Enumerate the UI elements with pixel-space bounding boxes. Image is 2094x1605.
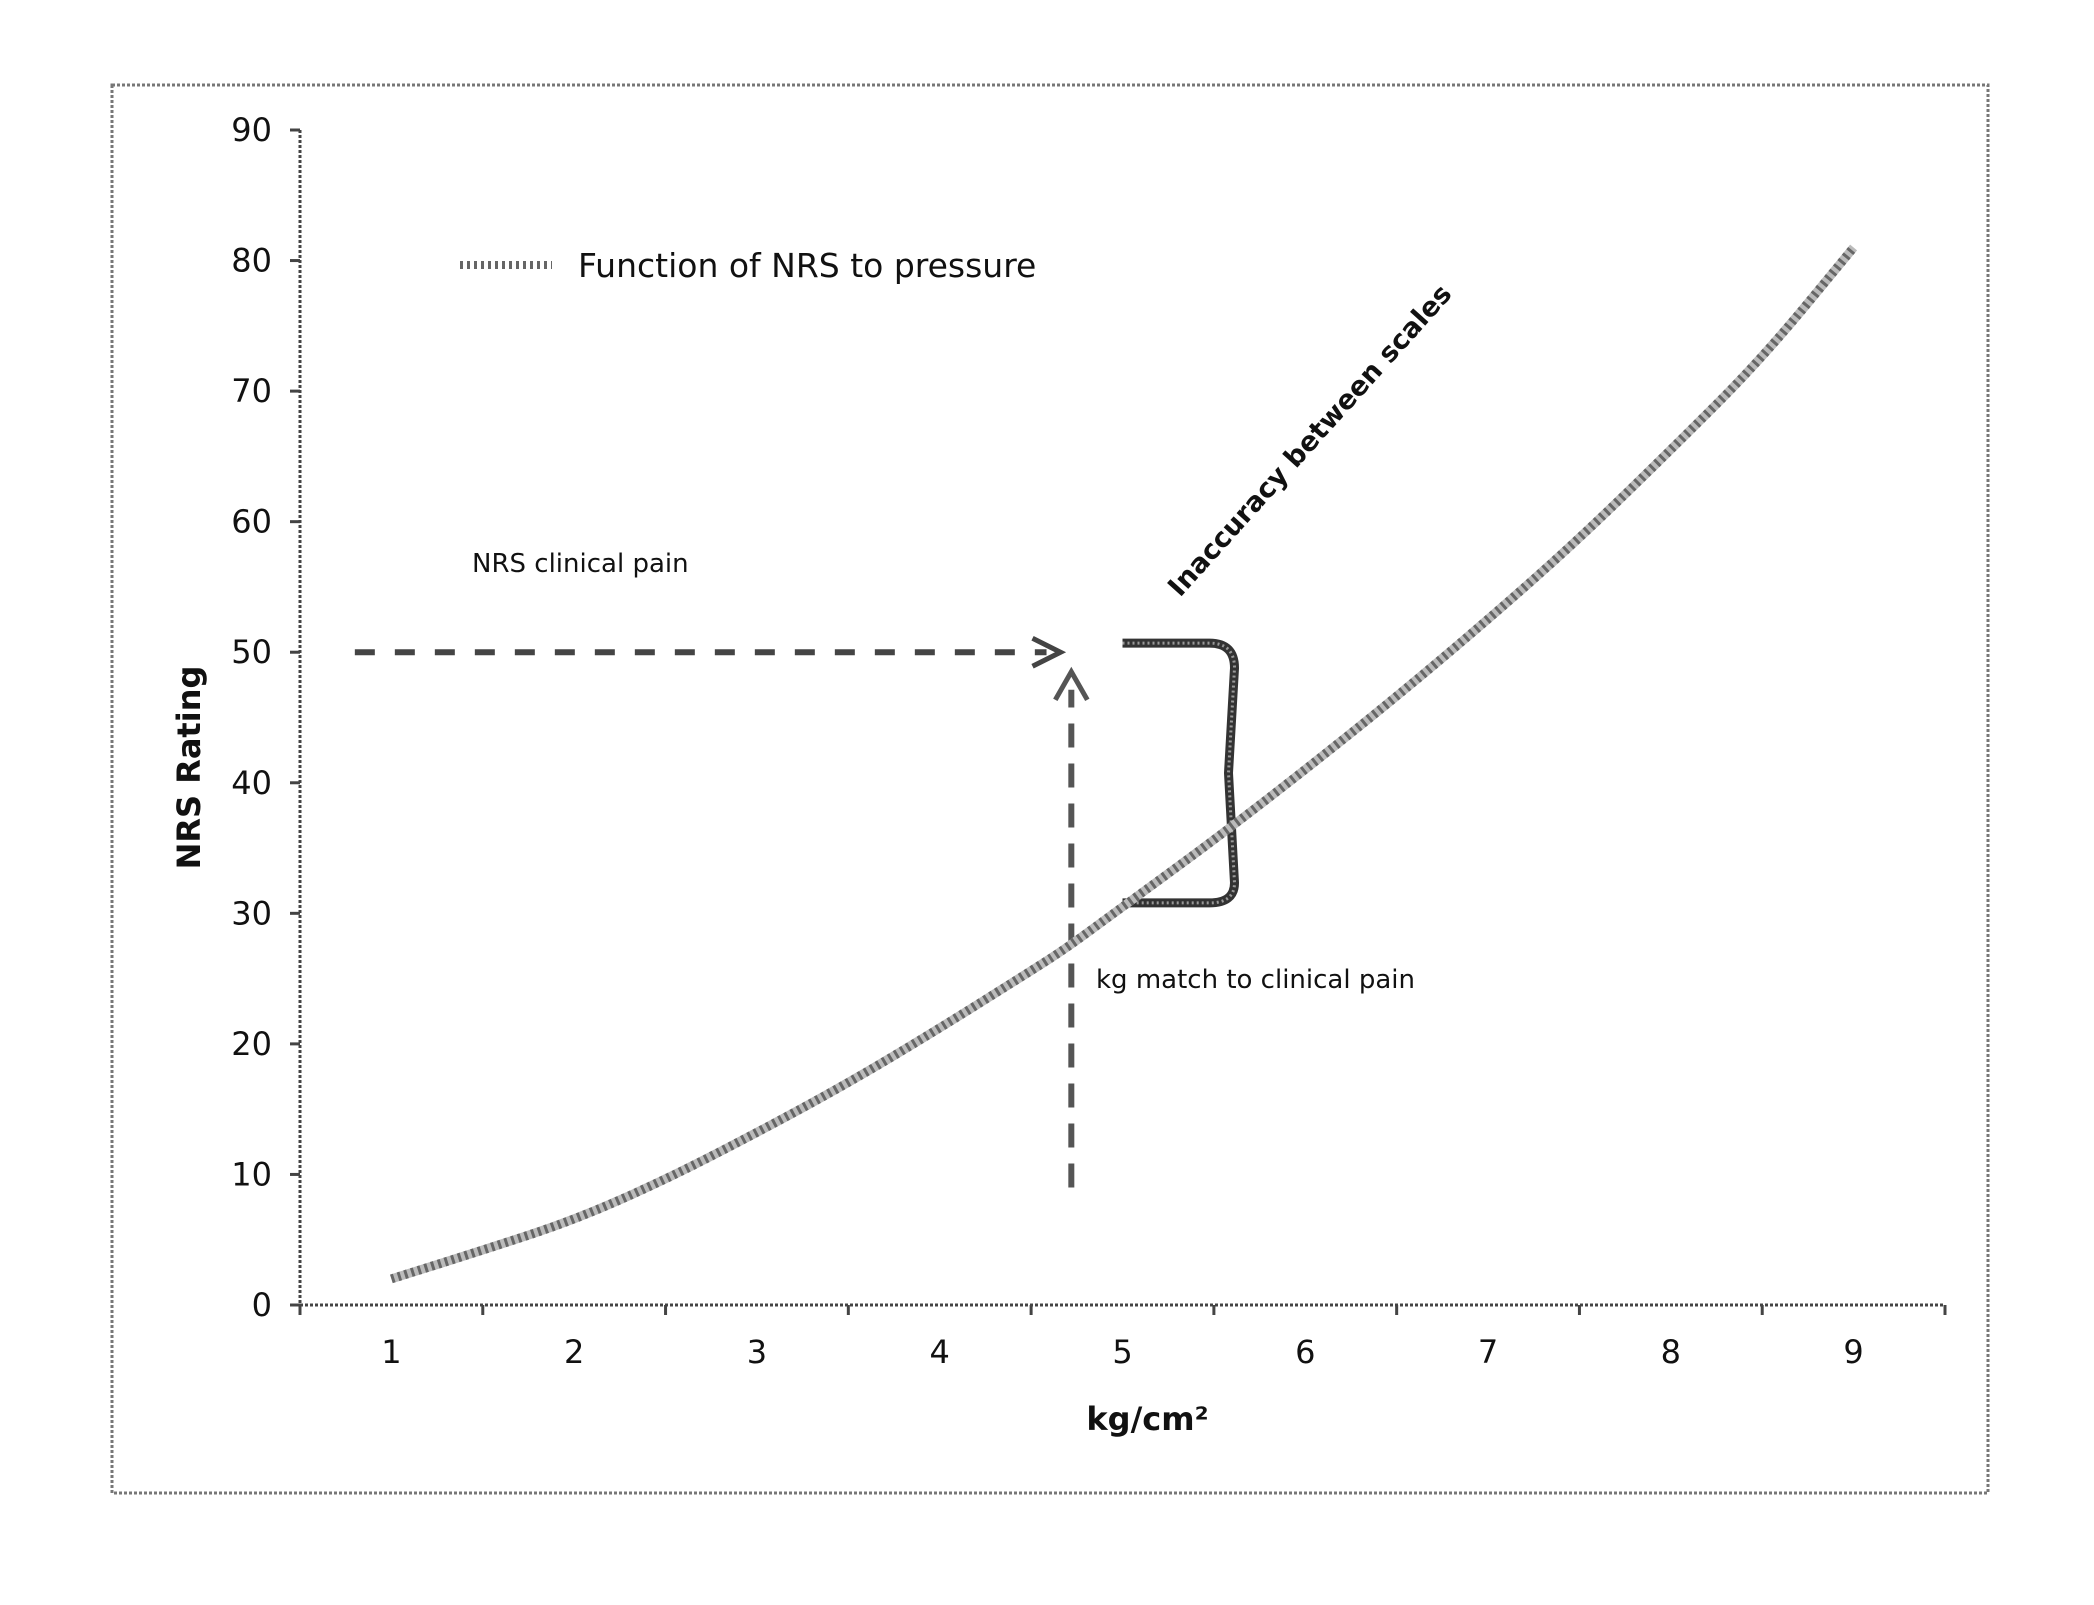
y-tick-label: 50 [231, 633, 272, 671]
axes-layer [290, 130, 1945, 1315]
x-axis-title: kg/cm² [1086, 1400, 1208, 1438]
x-tick-label: 2 [564, 1333, 584, 1371]
x-tick-label: 1 [381, 1333, 401, 1371]
x-tick-label: 9 [1843, 1333, 1863, 1371]
y-tick-label: 30 [231, 894, 272, 932]
y-axis-title: NRS Rating [170, 666, 208, 870]
kg-match-label: kg match to clinical pain [1096, 965, 1415, 995]
legend-label: Function of NRS to pressure [578, 246, 1036, 285]
x-tick-label: 7 [1478, 1333, 1498, 1371]
x-tick-label: 6 [1295, 1333, 1315, 1371]
x-tick-label: 3 [747, 1333, 767, 1371]
y-tick-label: 40 [231, 764, 272, 802]
x-tick-label: 5 [1112, 1333, 1132, 1371]
y-tick-label: 0 [252, 1286, 272, 1324]
y-tick-label: 90 [231, 111, 272, 149]
y-tick-label: 20 [231, 1025, 272, 1063]
inaccuracy-label: Inaccuracy between scales [1162, 279, 1458, 603]
y-tick-label: 10 [231, 1155, 272, 1193]
series-line-nrs-pressure [391, 248, 1853, 1279]
x-tick-label: 4 [930, 1333, 950, 1371]
series-line-under [391, 248, 1853, 1279]
annotation-layer [355, 638, 1235, 1187]
y-tick-label: 60 [231, 503, 272, 541]
x-tick-label: 8 [1661, 1333, 1681, 1371]
y-tick-label: 70 [231, 372, 272, 410]
series-layer [391, 248, 1853, 1279]
text-layer: 0 10 20 30 40 50 60 70 80 90 1 2 3 4 5 6 7 8 9 kg/cm² NRS Ra… [170, 111, 1864, 1438]
y-tick-label: 80 [231, 242, 272, 280]
nrs-clinical-pain-label: NRS clinical pain [472, 549, 689, 579]
